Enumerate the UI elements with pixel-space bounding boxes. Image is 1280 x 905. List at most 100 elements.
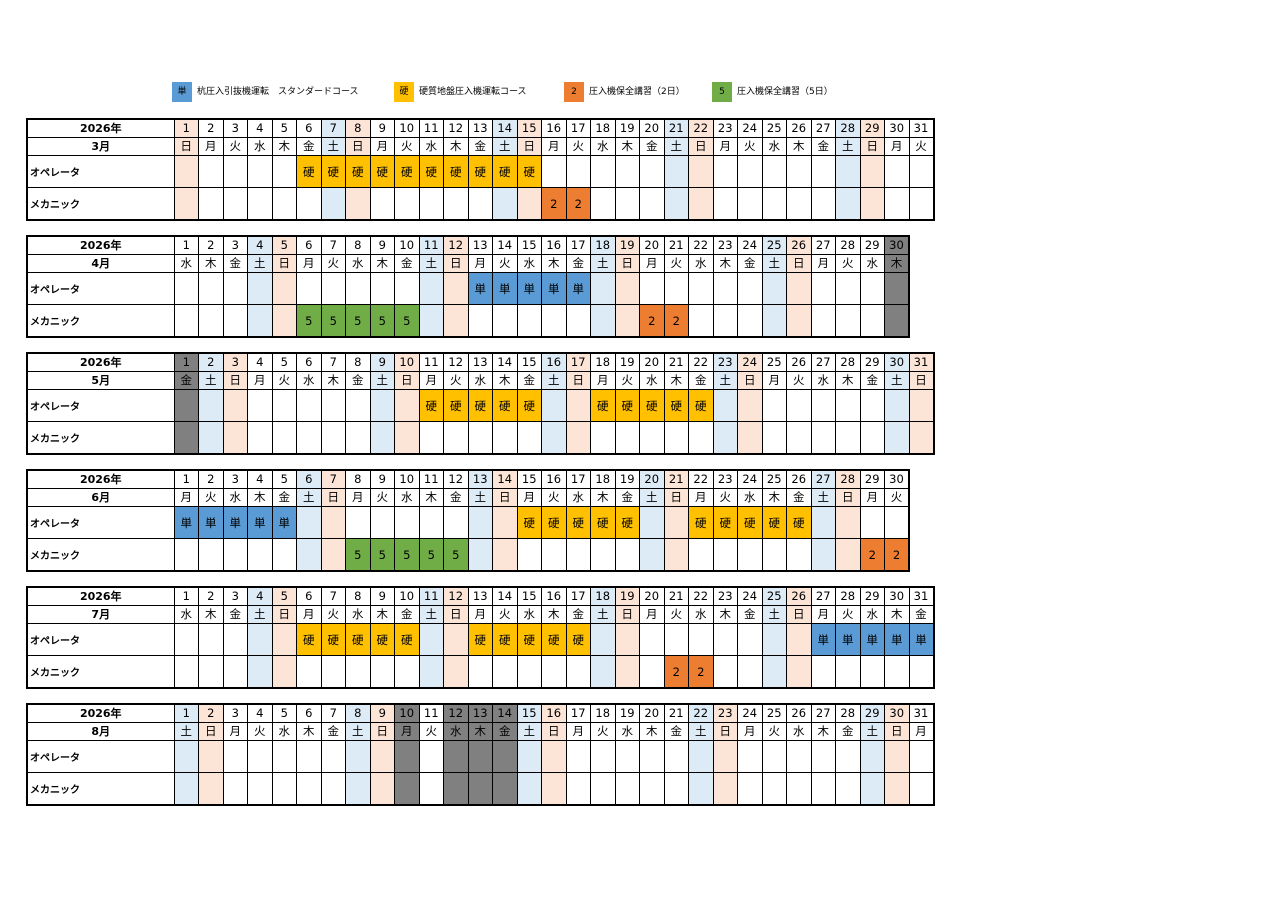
date-cell: 8	[345, 235, 371, 255]
date-cell: 28	[835, 469, 861, 489]
weekday-cell: 金	[173, 371, 199, 390]
date-cell: 25	[761, 703, 787, 723]
month-label: 8月	[26, 722, 175, 741]
mechanic-empty-cell	[590, 187, 616, 221]
date-cell: 5	[271, 352, 297, 372]
operator-empty-cell	[761, 623, 787, 656]
date-cell: 15	[516, 235, 542, 255]
operator-empty-cell	[712, 740, 738, 773]
operator-empty-cell	[786, 740, 812, 773]
mechanic-empty-cell	[810, 304, 836, 338]
mechanic-course-cell: 2	[859, 538, 885, 572]
operator-course-cell: 単	[247, 506, 273, 539]
operator-course-cell: 硬	[492, 623, 518, 656]
weekday-cell: 火	[835, 605, 861, 624]
date-cell: 20	[639, 469, 665, 489]
date-cell: 28	[835, 703, 861, 723]
date-cell: 18	[590, 118, 616, 138]
operator-empty-cell	[247, 740, 273, 773]
weekday-cell: 土	[712, 371, 738, 390]
mechanic-empty-cell	[884, 187, 910, 221]
operator-empty-cell	[835, 389, 861, 422]
mechanic-empty-cell	[369, 421, 395, 455]
weekday-cell: 日	[908, 371, 934, 390]
date-cell: 27	[810, 118, 836, 138]
weekday-cell: 金	[394, 605, 420, 624]
mechanic-course-cell: 2	[663, 655, 689, 689]
mechanic-empty-cell	[688, 187, 714, 221]
weekday-cell: 木	[810, 722, 836, 741]
operator-course-cell: 硬	[345, 155, 371, 188]
operator-course-cell: 硬	[467, 155, 493, 188]
mechanic-empty-cell	[859, 187, 885, 221]
operator-empty-cell	[835, 506, 861, 539]
mechanic-empty-cell	[884, 655, 910, 689]
operator-course-cell: 硬	[369, 155, 395, 188]
mechanic-label: メカニック	[26, 304, 175, 338]
operator-empty-cell	[810, 155, 836, 188]
weekday-cell: 火	[222, 137, 248, 156]
mechanic-empty-cell	[884, 421, 910, 455]
operator-empty-cell	[786, 389, 812, 422]
weekday-cell: 火	[541, 488, 567, 507]
operator-empty-cell	[859, 506, 885, 539]
weekday-cell: 日	[516, 137, 542, 156]
mechanic-empty-cell	[761, 187, 787, 221]
weekday-cell: 木	[271, 137, 297, 156]
date-cell: 6	[296, 352, 322, 372]
operator-empty-cell	[467, 506, 493, 539]
weekday-cell: 木	[712, 254, 738, 273]
legend-swatch: 2	[564, 82, 584, 102]
operator-empty-cell	[761, 272, 787, 305]
weekday-cell: 月	[296, 254, 322, 273]
date-cell: 13	[467, 586, 493, 606]
weekday-cell: 日	[614, 254, 640, 273]
mechanic-empty-cell	[688, 772, 714, 806]
date-cell: 3	[222, 469, 248, 489]
date-cell: 15	[516, 352, 542, 372]
operator-course-cell: 単	[908, 623, 934, 656]
weekday-cell: 水	[222, 488, 248, 507]
operator-empty-cell	[345, 506, 371, 539]
weekday-cell: 日	[614, 605, 640, 624]
weekday-cell: 水	[173, 605, 199, 624]
date-cell: 23	[712, 352, 738, 372]
operator-empty-cell	[908, 740, 934, 773]
weekday-cell: 月	[639, 605, 665, 624]
weekday-cell: 日	[271, 605, 297, 624]
weekday-cell: 金	[296, 137, 322, 156]
weekday-cell: 水	[345, 605, 371, 624]
date-cell: 18	[590, 469, 616, 489]
operator-course-cell: 硬	[345, 623, 371, 656]
mechanic-empty-cell	[810, 655, 836, 689]
weekday-cell: 水	[271, 722, 297, 741]
operator-course-cell: 硬	[394, 155, 420, 188]
weekday-cell: 月	[173, 488, 199, 507]
mechanic-empty-cell	[541, 304, 567, 338]
date-cell: 9	[369, 469, 395, 489]
operator-empty-cell	[810, 740, 836, 773]
weekday-cell: 土	[247, 605, 273, 624]
mechanic-empty-cell	[369, 655, 395, 689]
mechanic-empty-cell	[835, 655, 861, 689]
operator-course-cell: 単	[198, 506, 224, 539]
operator-course-cell: 硬	[443, 389, 469, 422]
operator-course-cell: 硬	[418, 155, 444, 188]
date-cell: 18	[590, 352, 616, 372]
mechanic-empty-cell	[590, 655, 616, 689]
date-cell: 26	[786, 118, 812, 138]
mechanic-empty-cell	[835, 421, 861, 455]
mechanic-empty-cell	[467, 304, 493, 338]
weekday-cell: 水	[614, 722, 640, 741]
date-cell: 19	[614, 235, 640, 255]
date-cell: 17	[565, 352, 591, 372]
mechanic-empty-cell	[688, 538, 714, 572]
operator-course-cell: 硬	[320, 155, 346, 188]
weekday-cell: 月	[345, 488, 371, 507]
weekday-cell: 土	[345, 722, 371, 741]
weekday-cell: 水	[345, 254, 371, 273]
weekday-cell: 火	[443, 371, 469, 390]
weekday-cell: 土	[369, 371, 395, 390]
mechanic-empty-cell	[492, 538, 518, 572]
mechanic-empty-cell	[247, 187, 273, 221]
